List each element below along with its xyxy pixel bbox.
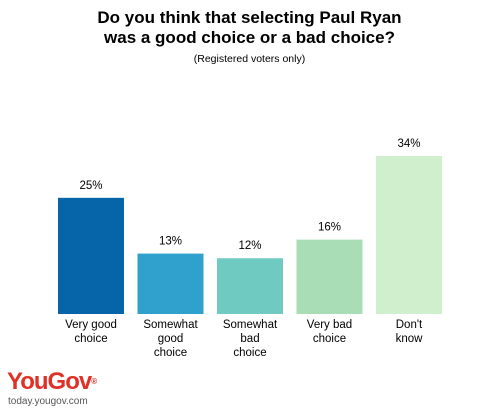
category-label-5: Don't know (396, 319, 424, 345)
source-url: today.yougov.com (8, 396, 88, 407)
bar-4 (296, 239, 363, 314)
category-label-4: Very bad choice (307, 319, 352, 345)
value-label-1: 25% (79, 180, 102, 192)
chart-title: Do you think that selecting Paul Ryan wa… (97, 8, 402, 47)
bar-3 (217, 258, 283, 314)
category-label-2: Somewhat good choice (143, 319, 198, 359)
value-label-4: 16% (318, 222, 341, 234)
chart-subtitle: (Registered voters only) (193, 53, 306, 65)
value-label-5: 34% (397, 138, 420, 150)
bars-group (58, 156, 442, 314)
value-label-3: 12% (238, 240, 261, 252)
bar-5 (376, 156, 442, 314)
bar-chart: 25% 13% 12% 16% 34% Very good choice Somewhat g… (58, 138, 442, 359)
bar-1 (58, 197, 124, 314)
category-label-3: Somewhat bad choice (223, 319, 278, 359)
yougov-logo: YouGov® (7, 370, 97, 394)
category-labels-group: Very good choice Somewhat good choice Somewha… (65, 319, 423, 359)
value-labels-group: 25% 13% 12% 16% 34% (79, 138, 420, 252)
category-label-1: Very good choice (65, 319, 117, 345)
registered-mark: ® (91, 377, 98, 386)
logo-text: YouGov (7, 368, 92, 395)
value-label-2: 13% (159, 236, 182, 248)
bar-2 (137, 253, 204, 314)
